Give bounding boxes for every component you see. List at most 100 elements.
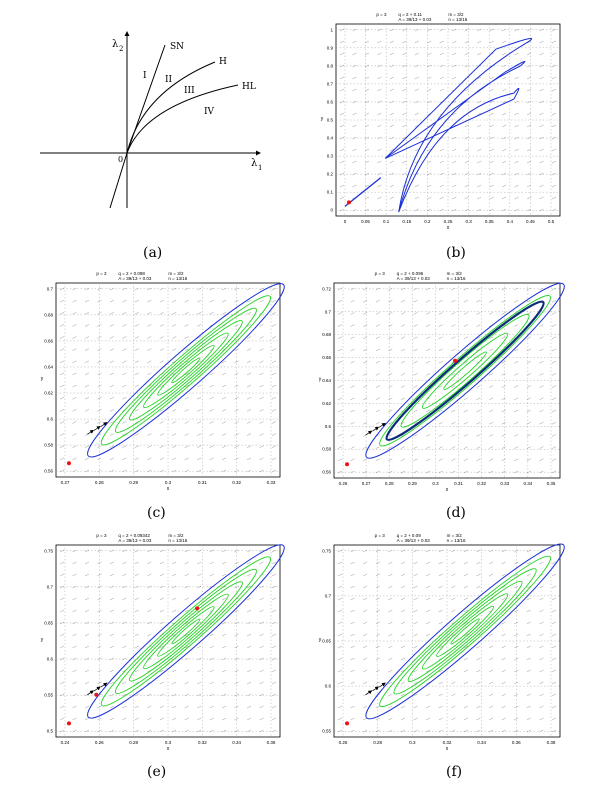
vector-field-mark — [72, 717, 77, 721]
vector-field-mark — [438, 561, 443, 565]
vector-field-mark — [551, 148, 557, 152]
vector-field-mark — [222, 299, 227, 303]
vector-field-mark — [159, 645, 164, 649]
vector-field-mark — [463, 633, 468, 637]
vector-field-mark — [551, 470, 557, 474]
vector-field-mark — [350, 573, 355, 577]
vector-field-mark — [84, 324, 90, 327]
region-label-i: I — [143, 71, 147, 81]
vector-field-mark — [271, 421, 277, 424]
vector-field-mark — [463, 597, 468, 601]
vector-field-mark — [526, 434, 531, 437]
vector-field-mark — [209, 384, 214, 388]
vector-field-mark — [271, 324, 277, 327]
vector-field-mark — [388, 645, 393, 649]
vector-field-mark — [452, 136, 457, 140]
vector-field-mark — [259, 445, 264, 448]
flow-arrow — [93, 425, 101, 431]
param-a: A = 39/13 + 0.03 — [118, 276, 152, 281]
vector-field-mark — [426, 693, 431, 697]
vector-field-mark — [363, 573, 368, 577]
vector-field-mark — [464, 124, 469, 128]
vector-field-mark — [184, 693, 189, 697]
vector-field-mark — [526, 681, 531, 685]
vector-field-mark — [134, 549, 139, 553]
vector-field-mark — [539, 421, 544, 425]
vector-field-mark — [134, 729, 139, 733]
vector-field-mark — [451, 693, 456, 697]
vector-field-mark — [464, 40, 469, 44]
vector-field-mark — [352, 112, 357, 116]
vector-field-mark — [350, 324, 355, 327]
vector-field-mark — [477, 184, 482, 188]
vector-field-mark — [438, 645, 443, 649]
vector-field-mark — [488, 470, 494, 474]
vector-field-mark — [246, 729, 252, 733]
vector-field-mark — [339, 100, 345, 104]
vector-field-mark — [209, 396, 214, 400]
vector-field-mark — [222, 705, 227, 709]
vector-field-mark — [514, 561, 519, 565]
vector-field-mark — [234, 409, 239, 412]
caption-e: (e) — [147, 764, 166, 780]
vector-field-mark — [209, 729, 214, 733]
vector-field-mark — [134, 561, 139, 565]
x-tick-label: 0.38 — [547, 740, 556, 745]
vector-field-mark — [388, 609, 393, 613]
vector-field-mark — [339, 28, 345, 32]
vector-field-mark — [271, 336, 277, 339]
y-tick-label: 0.6 — [327, 99, 334, 104]
vector-field-mark — [122, 633, 127, 637]
vector-field-mark — [134, 348, 139, 351]
vector-field-mark — [337, 597, 343, 601]
vector-field-mark — [72, 287, 77, 291]
vector-field-mark — [339, 172, 345, 176]
vector-field-mark — [452, 100, 457, 104]
x-tick-label: 0.05 — [361, 219, 370, 224]
vector-field-mark — [377, 124, 382, 128]
vector-field-mark — [246, 717, 252, 721]
vector-field-mark — [134, 469, 139, 473]
vector-field-mark — [488, 287, 494, 291]
vector-field-mark — [234, 705, 239, 709]
vector-field-mark — [350, 470, 355, 474]
vector-field-mark — [72, 609, 77, 613]
vector-field-mark — [439, 196, 444, 200]
vector-field-mark — [514, 621, 519, 625]
vector-field-mark — [363, 561, 368, 565]
x-tick-label: 0.33 — [500, 481, 509, 486]
vector-field-mark — [350, 597, 355, 601]
vector-field-mark — [209, 421, 214, 424]
x-axis-label: x — [167, 746, 170, 752]
vector-field-mark — [551, 324, 557, 327]
vector-field-mark — [197, 433, 202, 436]
vector-field-mark — [147, 717, 152, 721]
x-tick-label: 0.24 — [61, 740, 70, 745]
vector-field-mark — [109, 573, 114, 577]
vector-field-mark — [339, 196, 345, 200]
vector-field-mark — [375, 717, 380, 721]
vector-field-mark — [271, 669, 277, 673]
vector-field-mark — [452, 76, 457, 80]
vector-field-mark — [377, 160, 382, 164]
vector-field-mark — [389, 100, 394, 104]
vector-field-mark — [209, 645, 214, 649]
vector-field-mark — [234, 609, 239, 613]
vector-field-mark — [109, 633, 114, 637]
vector-field-mark — [197, 445, 202, 448]
separatrix-curve — [87, 283, 285, 458]
vector-field-mark — [551, 172, 557, 176]
vector-field-mark — [59, 457, 65, 461]
param-q: q = 2 + 0.09 — [397, 533, 422, 538]
vector-field-mark — [501, 446, 506, 449]
vector-field-mark — [489, 76, 494, 80]
vector-field-mark — [413, 348, 418, 352]
vector-field-mark — [476, 434, 481, 437]
vector-field-mark — [451, 609, 456, 613]
vector-field-mark — [489, 124, 494, 128]
vector-field-mark — [363, 373, 368, 376]
vector-field-mark — [476, 573, 481, 577]
panel-f: 0.26 0.28 0.3 0.32 0.34 0.36 0.380.550.60.650.… — [319, 533, 565, 780]
vector-field-mark — [84, 312, 90, 315]
vector-field-mark — [526, 336, 531, 340]
